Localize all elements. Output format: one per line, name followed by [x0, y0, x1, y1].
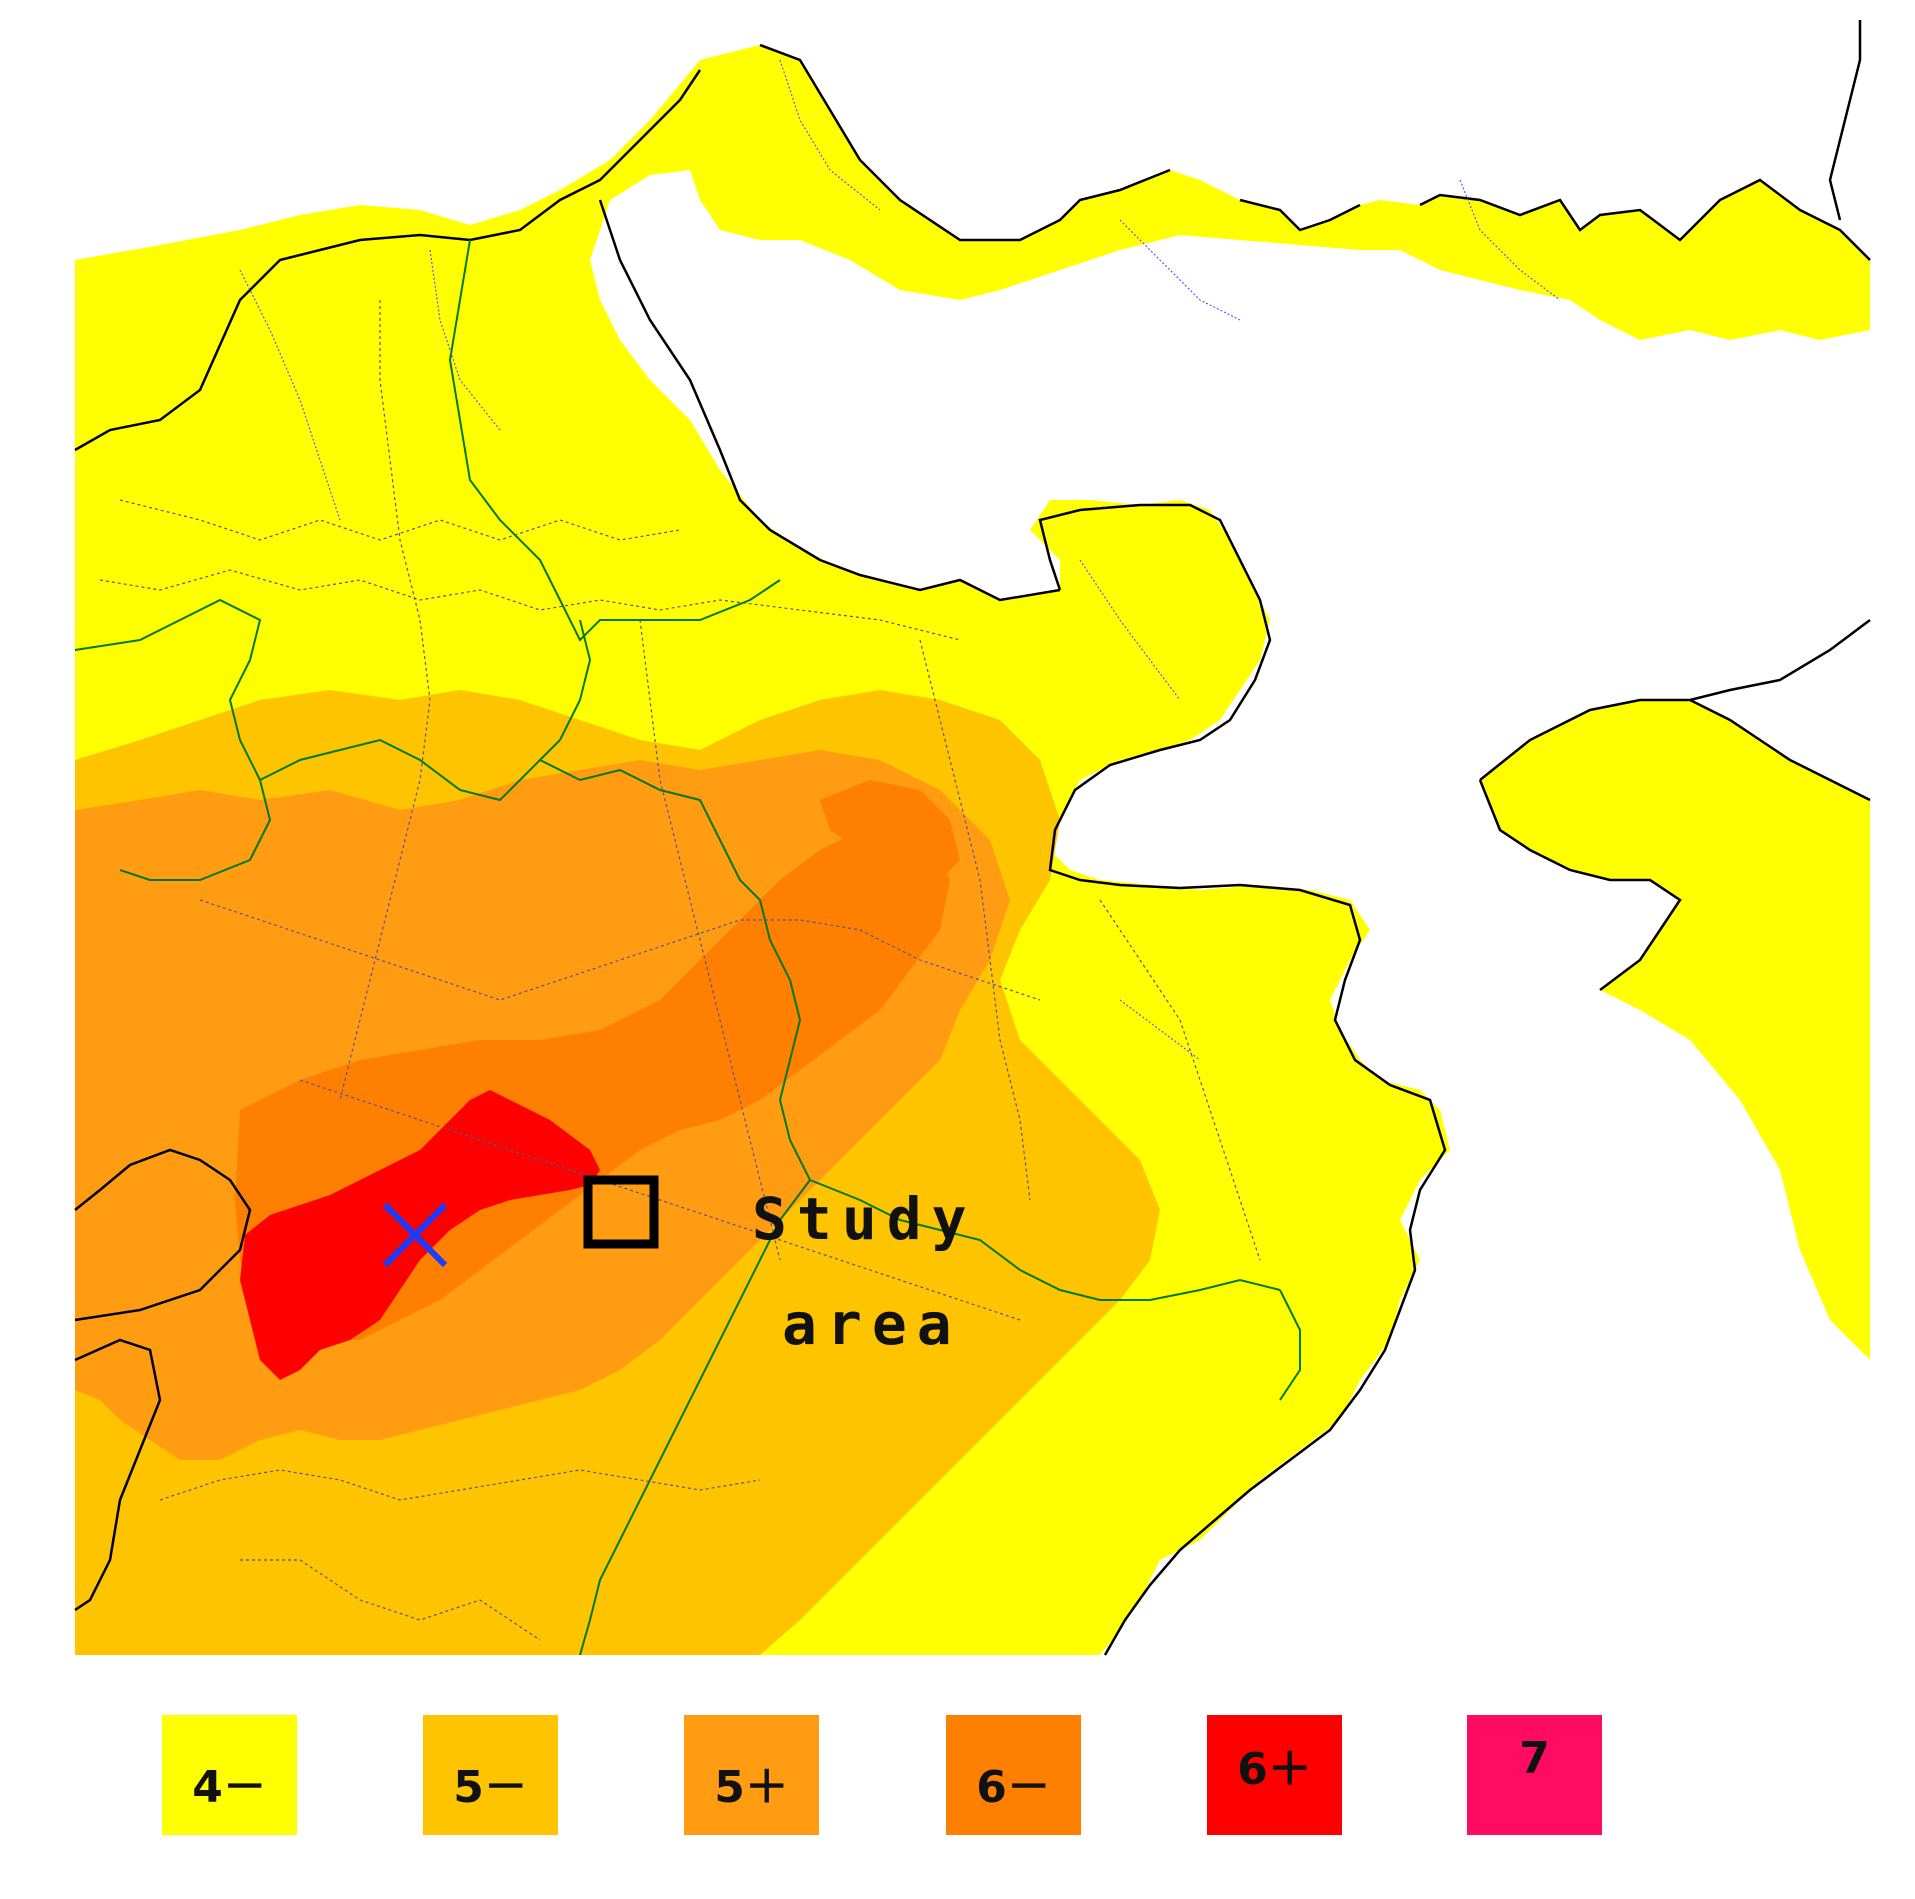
legend-label: 5＋ — [714, 1762, 789, 1813]
coastline-ariake — [74, 1148, 252, 1612]
boundary-prefecture — [74, 239, 1301, 1656]
sea-bungo-channel — [1520, 990, 1870, 1520]
legend-label: 7 — [1519, 1733, 1550, 1784]
legend-item-5-plus: 5＋ — [684, 1715, 819, 1835]
intensity-zone-6-plus — [240, 1090, 600, 1380]
intensity-zone-6-minus-east — [820, 780, 960, 880]
study-area-label-line2: area — [782, 1290, 962, 1358]
epicenter-marker — [382, 1202, 448, 1268]
legend-item-4-minus: 4－ — [162, 1715, 297, 1835]
legend-label: 6－ — [976, 1762, 1051, 1813]
boundary-municipal — [99, 300, 1261, 1641]
coastline-kyushu — [74, 69, 1447, 1656]
legend-label: 5－ — [453, 1762, 528, 1813]
legend-item-6-plus: 6＋ — [1207, 1715, 1342, 1835]
legend-item-7: 7 — [1467, 1715, 1602, 1835]
study-area-marker — [583, 1175, 659, 1249]
study-area-label-line1: Study — [752, 1185, 977, 1253]
coastline-honshu — [759, 20, 1871, 261]
coastline-shikoku — [1478, 619, 1871, 991]
legend-label: 6＋ — [1237, 1744, 1312, 1795]
legend-item-6-minus: 6－ — [946, 1715, 1081, 1835]
legend-item-5-minus: 5－ — [423, 1715, 558, 1835]
legend-label: 4－ — [192, 1762, 267, 1813]
rivers — [239, 59, 1561, 1061]
